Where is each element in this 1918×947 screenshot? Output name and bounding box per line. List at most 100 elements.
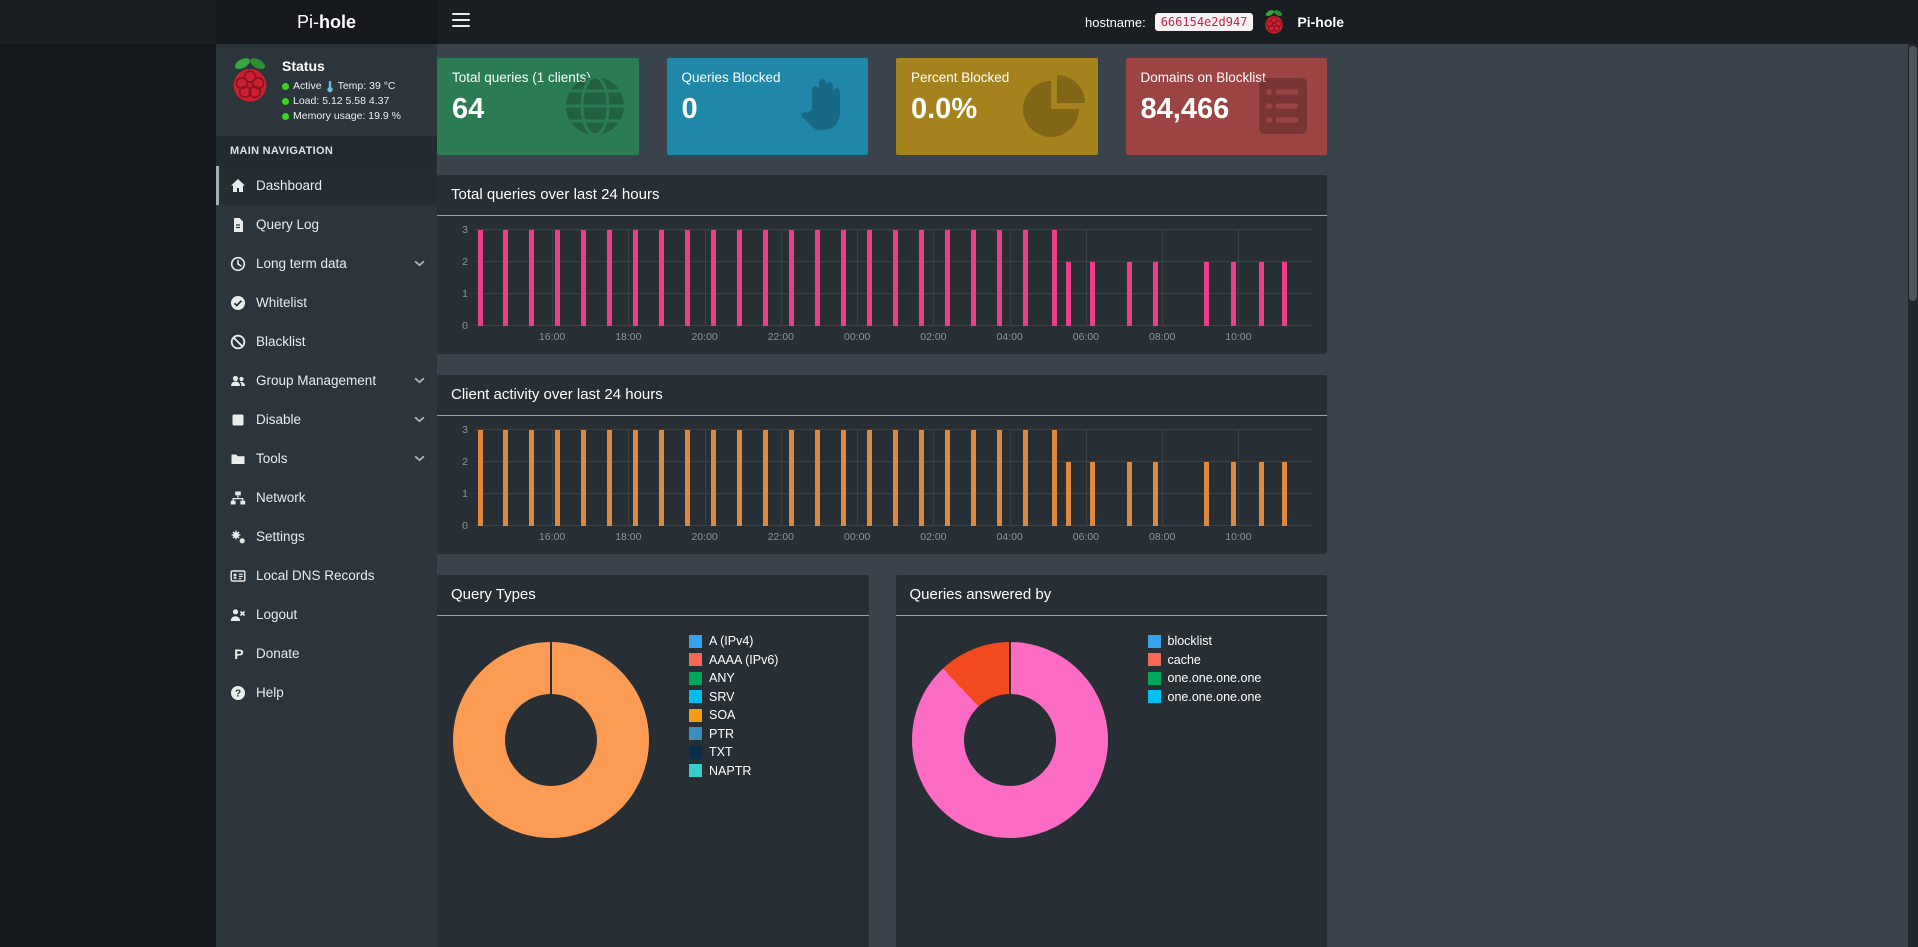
bar xyxy=(633,230,639,326)
y-gridline xyxy=(475,229,1313,230)
legend-item[interactable]: SOA xyxy=(689,706,778,725)
sidebar-item-local-dns-records[interactable]: Local DNS Records xyxy=(216,556,437,595)
status-memory: Memory usage: 19.9 % xyxy=(293,110,401,122)
sidebar-item-settings[interactable]: Settings xyxy=(216,517,437,556)
bar xyxy=(529,430,535,526)
bar xyxy=(919,430,925,526)
chevron-down-icon xyxy=(414,377,425,384)
legend-item[interactable]: AAAA (IPv6) xyxy=(689,651,778,670)
sidebar-item-network[interactable]: Network xyxy=(216,478,437,517)
legend-item[interactable]: blocklist xyxy=(1147,632,1262,651)
scrollbar-track xyxy=(1908,44,1918,947)
bar xyxy=(1126,262,1132,326)
sidebar-item-group-management[interactable]: Group Management xyxy=(216,361,437,400)
legend-label: one.one.one.one xyxy=(1167,671,1262,686)
paypal-icon: P xyxy=(234,646,243,662)
bottom-panels: Query Types A (IPv4) AAAA (IPv6) ANY SRV SOA… xyxy=(437,575,1327,947)
legend-label: SOA xyxy=(709,708,736,723)
x-tick-label: 04:00 xyxy=(996,531,1023,543)
x-tick-label: 16:00 xyxy=(538,331,566,343)
sidebar-item-blacklist[interactable]: Blacklist xyxy=(216,322,437,361)
x-tick-label: 10:00 xyxy=(1225,331,1252,343)
temperature-icon xyxy=(326,81,333,93)
legend-item[interactable]: TXT xyxy=(689,743,778,762)
legend-item[interactable]: SRV xyxy=(689,688,778,707)
bar xyxy=(1281,462,1287,526)
legend-item[interactable]: PTR xyxy=(689,725,778,744)
x-tick-label: 16:00 xyxy=(538,531,566,543)
x-gridline xyxy=(1238,430,1240,526)
clock-icon xyxy=(230,256,246,271)
sidebar-item-dashboard[interactable]: Dashboard xyxy=(216,166,437,205)
bar xyxy=(893,230,899,326)
sidebar-item-query-log[interactable]: Query Log xyxy=(216,205,437,244)
bar xyxy=(685,230,691,326)
y-tick-label: 3 xyxy=(462,424,468,436)
x-gridline xyxy=(628,430,630,526)
panel-header: Query Types xyxy=(437,575,869,616)
panel-header: Queries answered by xyxy=(895,575,1327,616)
queries-bar-chart: 0 1 2 3 16:00 18:00 20:00 22:00 00:00 02:00 04:00… xyxy=(437,216,1327,354)
x-gridline xyxy=(552,430,554,526)
donut-segment-divider xyxy=(1008,642,1011,695)
x-tick-label: 18:00 xyxy=(615,531,642,543)
legend-swatch xyxy=(689,634,702,648)
address-card-icon xyxy=(230,569,246,582)
legend-swatch xyxy=(1147,671,1161,685)
y-tick-label: 2 xyxy=(462,456,468,468)
sidebar-item-label: Disable xyxy=(256,412,302,427)
pihole-raspberry-icon xyxy=(1265,9,1284,34)
panel-title: Client activity over last 24 hours xyxy=(451,386,663,403)
chart-legend: A (IPv4) AAAA (IPv6) ANY SRV SOA PTR TXT NAPTR xyxy=(689,632,778,838)
sidebar-item-help[interactable]: ? Help xyxy=(216,673,437,712)
legend-item[interactable]: ANY xyxy=(689,669,778,688)
app-name-link[interactable]: Pi-hole xyxy=(1297,14,1345,30)
sidebar-item-long-term-data[interactable]: Long term data xyxy=(216,244,437,283)
card-title: Total queries (1 clients) xyxy=(452,70,591,85)
bar xyxy=(945,230,951,326)
list-icon xyxy=(1259,78,1307,134)
legend-item[interactable]: NAPTR xyxy=(689,762,778,781)
sidebar-item-tools[interactable]: Tools xyxy=(216,439,437,478)
chart-legend: blocklist cache one.one.one.one one.one.one… xyxy=(1147,632,1262,838)
card-value: 0.0% xyxy=(911,93,978,125)
legend-item[interactable]: cache xyxy=(1147,651,1262,670)
bar xyxy=(1065,462,1071,526)
sitemap-icon xyxy=(230,491,246,504)
chevron-down-icon xyxy=(414,416,425,423)
bar xyxy=(555,430,561,526)
legend-item[interactable]: one.one.one.one xyxy=(1147,688,1261,707)
sidebar-item-disable[interactable]: Disable xyxy=(216,400,437,439)
queries-answered-chart: blocklist cache one.one.one.one one.one.one… xyxy=(896,616,1328,852)
legend-swatch xyxy=(689,745,702,759)
legend-label: cache xyxy=(1167,652,1201,667)
file-icon xyxy=(234,217,243,232)
y-gridline xyxy=(475,429,1313,430)
bar xyxy=(841,230,847,326)
chart-plot-area xyxy=(475,429,1313,526)
bar xyxy=(893,430,899,526)
x-axis: 16:00 18:00 20:00 22:00 00:00 02:00 04:00 06:00… xyxy=(475,326,1313,346)
query-types-chart: A (IPv4) AAAA (IPv6) ANY SRV SOA PTR TXT NAPTR xyxy=(437,616,869,852)
bar xyxy=(1126,462,1132,526)
legend-item[interactable]: A (IPv4) xyxy=(689,632,778,651)
status-load-dot xyxy=(282,98,289,105)
pie-chart-icon xyxy=(1022,75,1085,137)
brand-logo[interactable]: Pi-hole xyxy=(216,0,437,44)
scrollbar-thumb[interactable] xyxy=(1909,46,1917,301)
bar xyxy=(503,230,509,326)
legend-label: NAPTR xyxy=(709,763,752,778)
sidebar-toggle-button[interactable] xyxy=(452,13,470,29)
legend-item[interactable]: one.one.one.one xyxy=(1147,669,1262,688)
sidebar-item-whitelist[interactable]: Whitelist xyxy=(216,283,437,322)
status-memory-dot xyxy=(282,113,289,120)
status-memory-row: Memory usage: 19.9 % xyxy=(282,109,401,124)
x-gridline xyxy=(1085,230,1087,326)
sidebar-item-logout[interactable]: Logout xyxy=(216,595,437,634)
sidebar-item-donate[interactable]: P Donate xyxy=(216,634,437,673)
bar xyxy=(841,430,847,526)
bar xyxy=(867,230,873,326)
x-gridline xyxy=(1238,230,1240,326)
status-load: Load: 5.12 5.58 4.37 xyxy=(293,95,390,107)
legend-swatch xyxy=(1147,634,1161,648)
